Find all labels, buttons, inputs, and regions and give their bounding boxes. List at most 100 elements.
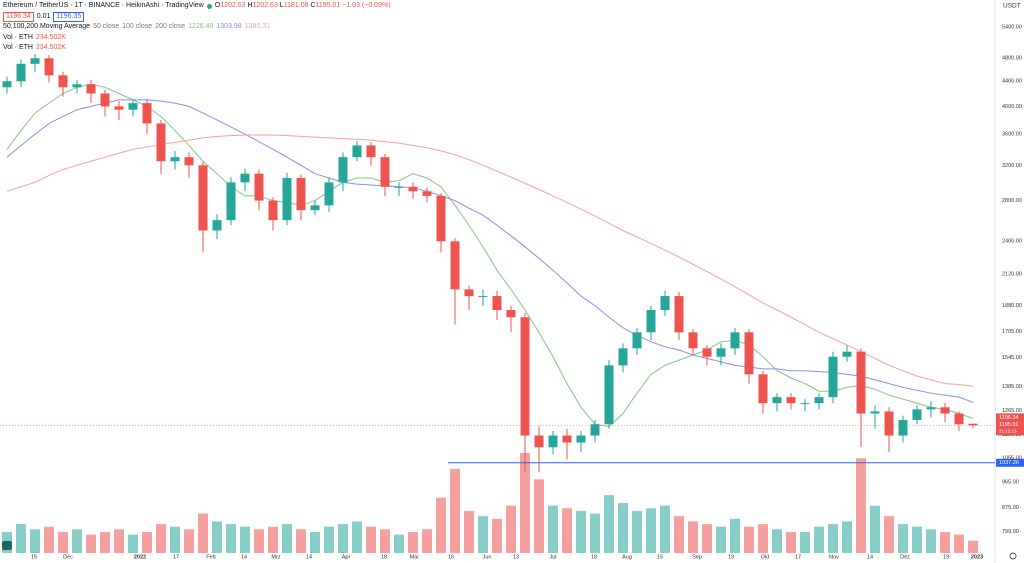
candle-body [912,409,922,420]
candle-body [212,220,222,231]
volume-bar [142,531,152,553]
candle-body [744,332,754,375]
symbol-row: Ethereum / TetherUS · 1T · BINANCE · Hei… [3,1,391,12]
candle-body [408,186,418,192]
candle-body [506,309,516,318]
candle-body [786,397,796,404]
o-value: 1202.63 [220,2,246,9]
candle-body [926,407,936,410]
x-tick-label: Mrz [271,554,280,560]
volume-bar [534,479,544,553]
candle-body [814,397,824,404]
volume-bar [730,518,740,553]
candle-body [100,93,110,107]
candle-body [632,332,642,349]
candle-body [16,63,26,82]
y-tick-label: 1705.00 [1002,329,1022,335]
y-tick-label: 1545.00 [1002,355,1022,361]
x-tick-label: Jun [483,554,492,560]
bid[interactable]: 1196.34 [3,11,34,22]
x-tick-label: Sep [692,554,702,560]
study-title[interactable]: 50,100,200 Moving Average [3,23,91,30]
candle-body [954,413,964,425]
ma-value: 1303.98 [216,23,242,30]
volume-bar [86,534,96,553]
volume-bar [674,516,684,553]
volume-value: 234.502K [35,33,66,41]
candle-body [968,423,978,426]
y-tick-label: 3200.00 [1002,163,1022,169]
candle-body [716,348,726,357]
y-tick-label: 2400.00 [1002,239,1022,245]
volume-bar [156,524,166,553]
volume-bar [800,531,810,553]
candle-body [758,374,768,404]
candle-body [492,296,502,310]
candle-body [842,351,852,357]
candle-body [72,84,82,88]
volume-value: 234.502K [35,44,66,51]
volume-bar [520,453,530,553]
volume-bar [366,526,376,553]
volume-bar [968,540,978,553]
volume-bar [2,531,12,553]
symbol-title[interactable]: Ethereum / TetherUS · 1T · BINANCE · Hei… [3,2,204,9]
y-tick-label: 2800.00 [1002,198,1022,204]
candle-body [44,58,54,76]
volume-bar [58,531,68,553]
x-tick-label: 13 [513,554,519,560]
ma-value: 1226.49 [188,23,214,30]
o-label: O [214,2,221,9]
volume-bar [478,516,488,553]
volume-bar [632,510,642,553]
candle-body [128,103,138,110]
candle-body [142,103,152,124]
x-tick-label: Apr [342,554,351,560]
volume-bar [464,510,474,553]
settings-icon[interactable] [1009,552,1017,560]
volume-bar [324,526,334,553]
volume-bar [240,526,250,553]
y-tick-label: 1385.00 [1002,384,1022,390]
volume-bar [884,516,894,553]
candle-body [156,123,166,162]
y-tick-label: 4400.00 [1002,79,1022,85]
h-label: H [247,2,253,9]
volume-name[interactable]: Vol · ETH [3,33,33,41]
candle-body [310,205,320,211]
currency-label[interactable]: USDT [1003,3,1021,10]
candle-body [702,348,712,357]
volume-bar [268,526,278,553]
ask[interactable]: 1196.35 [53,11,85,22]
candle-body [58,75,68,88]
volume-bar [184,529,194,553]
x-tick-label: 19 [728,554,734,560]
volume-bar [198,513,208,553]
volume-bar [506,505,516,553]
x-tick-label: 16 [448,554,454,560]
volume-name[interactable]: Vol · ETH [3,44,33,51]
volume-bar [814,526,824,553]
countdown-label: 21:12:13 [999,429,1017,434]
candle-body [534,435,544,448]
volume-bar [114,529,124,553]
l-label: L [279,2,284,9]
x-tick-label: Okt [761,554,770,560]
volume-bar [758,524,768,553]
volume-bar [170,526,180,553]
volume-bar [898,524,908,553]
candle-body [86,84,96,94]
candle-body [422,191,432,196]
volume-bar [912,526,922,553]
candle-body [366,145,376,158]
y-tick-label: 4000.00 [1002,104,1022,110]
ma-value: 1385.31 [244,23,271,30]
candle-body [856,351,866,414]
candle-body [296,177,306,211]
x-tick-label: 17 [173,554,179,560]
c-label: C [310,2,316,9]
x-tick-label: 14 [867,554,873,560]
x-tick-label: 15 [657,554,663,560]
l-value: 1181.08 [283,2,309,9]
candle-body [198,165,208,231]
